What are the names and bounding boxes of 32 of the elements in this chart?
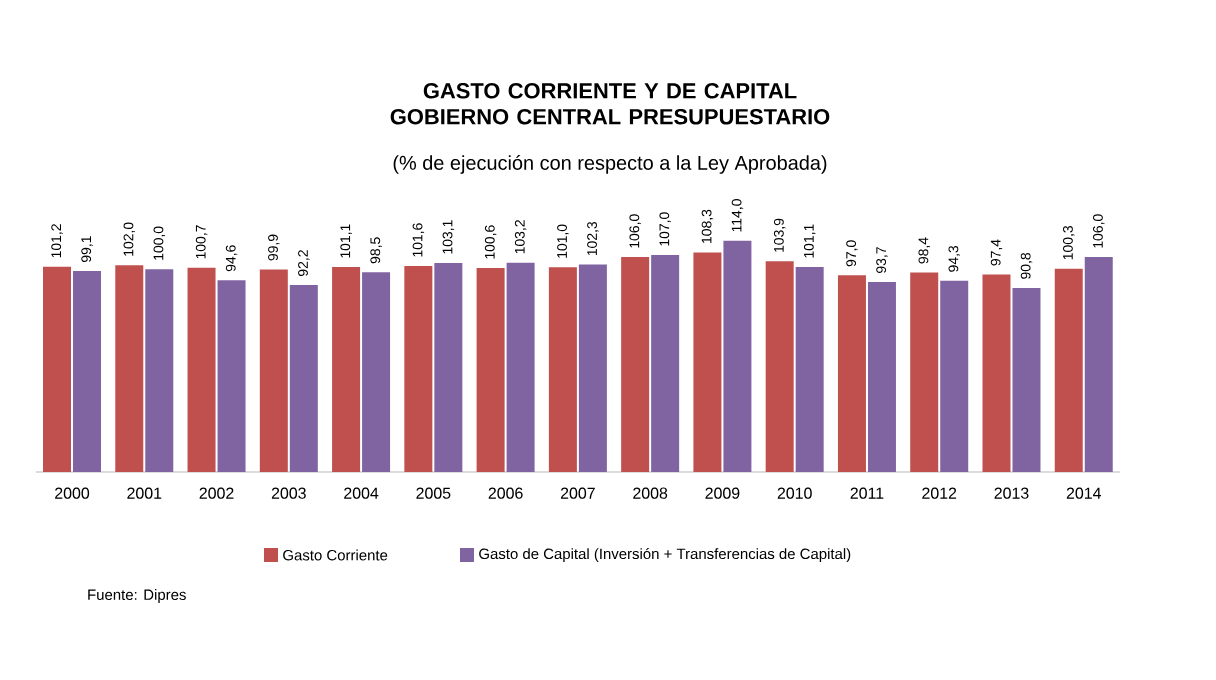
bar bbox=[982, 274, 1011, 472]
bar bbox=[867, 282, 896, 472]
bar bbox=[693, 252, 722, 472]
bar bbox=[723, 240, 752, 472]
bar bbox=[289, 285, 318, 472]
bar bbox=[1012, 287, 1041, 472]
bar bbox=[115, 265, 144, 472]
bar bbox=[651, 255, 680, 472]
bar bbox=[765, 261, 794, 472]
bar bbox=[621, 257, 650, 472]
bar bbox=[73, 271, 102, 472]
bar bbox=[910, 272, 939, 472]
bar bbox=[362, 272, 391, 472]
bar bbox=[506, 262, 535, 472]
bar bbox=[145, 269, 174, 472]
bar bbox=[1084, 257, 1113, 472]
bar bbox=[940, 280, 969, 472]
bar bbox=[259, 269, 288, 472]
bar bbox=[404, 265, 433, 472]
bar bbox=[217, 280, 246, 472]
bar bbox=[332, 267, 361, 472]
bar bbox=[578, 264, 607, 472]
bar bbox=[476, 268, 505, 472]
bar bbox=[548, 267, 577, 472]
chart-title: GASTO CORRIENTE Y DE CAPITAL GOBIERNO CENTRAL PRESUPUESTARIO bbox=[390, 83, 830, 125]
bar bbox=[837, 275, 866, 472]
bar bbox=[43, 266, 72, 472]
bar bbox=[187, 267, 216, 472]
bar bbox=[1054, 268, 1083, 472]
chart-subtitle: (% de ejecución con respecto a la Ley Aprobada) bbox=[393, 155, 827, 174]
bar bbox=[434, 262, 463, 472]
bar bbox=[795, 267, 824, 472]
